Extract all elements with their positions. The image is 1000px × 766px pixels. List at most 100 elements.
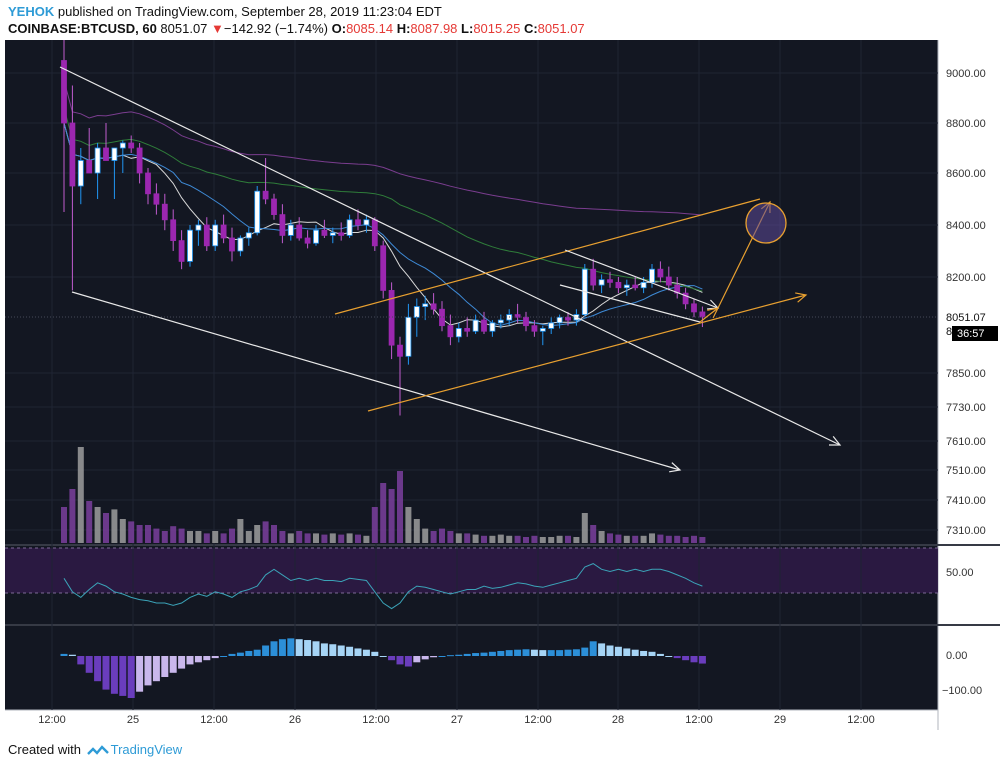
rsi-indicator [63,563,703,610]
volume-bar [514,535,521,543]
candle-body [321,229,328,236]
macd-bar [102,656,110,690]
volume-bar [413,519,420,543]
close-label: C: [523,21,538,36]
volume-bar [363,535,370,543]
volume-bar [220,533,227,543]
volume-bar [212,531,219,543]
tradingview-logo-icon [86,744,109,755]
tradingview-link[interactable]: TradingView [110,742,183,757]
volume-bar [69,489,76,543]
macd-bar [539,650,547,656]
macd-bar [312,641,320,656]
candle-body [565,316,571,321]
volume-bar [405,507,412,543]
channel-upper-arrow-head [828,436,842,446]
time-tick-label: 12:00 [200,714,228,726]
volume-bars [61,447,706,543]
macd-bar [270,641,278,656]
macd-bar [598,643,606,656]
macd-bar [346,646,354,656]
macd-bar [698,656,706,664]
macd-bar [186,656,194,665]
volume-bar [237,519,244,543]
rising-channel-lower-arrow-head [795,292,808,303]
volume-bar [439,528,445,543]
candle-body [623,284,630,289]
macd-bar [178,656,186,669]
volume-bar [153,528,160,543]
macd-bar [530,649,538,656]
price-axis-labels: 9000.00 8800.00 8600.00 8400.00 8200.00 7850.… [939,68,1000,697]
volume-bar [161,531,168,543]
macd-bar [119,656,127,696]
volume-bar [61,507,67,543]
candle-body [481,319,487,332]
candle-body [447,325,454,338]
macd-bar [547,650,555,656]
candle-body [119,142,126,149]
author-link[interactable]: YEHOK [8,4,55,19]
macd-bar [606,645,614,656]
volume-bar [195,531,202,543]
volume-bar [422,528,429,543]
low-value: 8015.25 [473,21,521,36]
candle-body [472,319,479,332]
time-axis-background [5,710,1000,730]
macd-bar [169,656,177,673]
price-axis-background [938,40,1000,710]
macd-bar [77,656,85,665]
high-label: H: [396,21,411,36]
time-tick-label: 27 [451,714,463,726]
volume-bar [287,533,294,543]
chart-area[interactable]: 9000.00 8800.00 8600.00 8400.00 8200.00 7850.… [0,35,1000,730]
publish-line: YEHOK published on TradingView.com, Sept… [8,4,442,19]
volume-bar [531,535,538,543]
created-with-text: Created with [8,742,81,757]
volume-bar [119,519,126,543]
channel-lower-arrow-head [669,462,682,473]
trend-drawings[interactable] [59,66,842,473]
time-axis-labels: 12:00 25 12:00 26 12:00 27 12:00 28 12:00 29 12:00 [38,714,875,726]
macd-bar [505,650,513,656]
candle-body [237,237,244,252]
macd-bar [640,650,648,656]
volume-bar [355,534,361,543]
candle-body [279,214,286,236]
created-with: Created with TradingView [8,742,182,758]
countdown-badge [952,326,998,341]
macd-bar [556,650,564,656]
candle-body [607,279,613,283]
candle-body [212,224,219,247]
volume-bar [464,533,471,543]
partial-price-label: 8 [946,326,952,338]
macd-bar [665,656,673,657]
candle-body [514,314,521,318]
candle-body [363,219,370,226]
volume-bar [271,525,277,543]
published-text: published on TradingView.com, September … [57,4,442,19]
macd-bar [337,645,345,656]
volume-bar [455,533,462,543]
macd-bar [278,639,286,656]
macd-bar [589,641,597,656]
volume-bar [598,531,605,543]
macd-bar [631,649,639,656]
grid [5,40,938,710]
price-tick-label: 7610.00 [946,436,986,448]
volume-bar [481,535,487,543]
candle-body [262,190,269,200]
macd-bar [253,649,261,656]
volume-bar [699,537,706,543]
macd-bar [94,656,102,682]
candle-body [178,240,185,262]
candle-body [296,224,303,239]
chart-svg[interactable]: 9000.00 8800.00 8600.00 8400.00 8200.00 7850.… [0,35,1000,730]
ma-fast-line [63,122,703,328]
macd-bar [413,656,421,663]
header: YEHOK published on TradingView.com, Sept… [0,0,1000,40]
symbol-label[interactable]: COINBASE:BTCUSD, 60 [8,21,157,36]
rising-channel-upper-line [334,198,761,315]
macd-bar [329,644,337,656]
candle-body [61,60,67,124]
